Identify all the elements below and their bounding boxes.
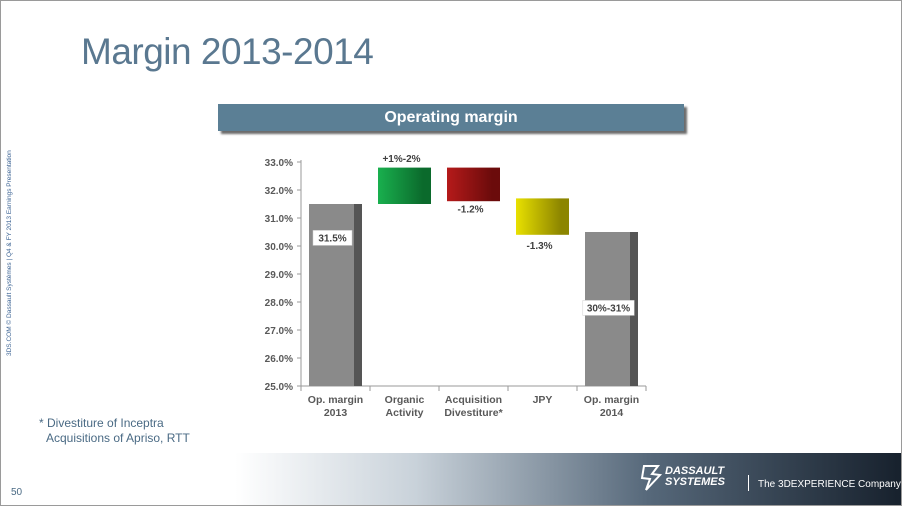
chart-title: Operating margin [218, 104, 684, 131]
bar-value-label: +1%-2% [382, 154, 420, 165]
footnote: * Divestiture of Inceptra Acquisitions o… [39, 416, 190, 446]
bar [447, 167, 492, 202]
x-category-label-line2: Divestiture* [444, 407, 503, 419]
y-tick-label: 31.0% [265, 214, 293, 225]
footer-band [1, 453, 901, 505]
tagline: The 3DEXPERIENCE Company [758, 479, 901, 490]
y-tick-label: 29.0% [265, 270, 293, 281]
waterfall-chart: 33.0% 32.0% 31.0% 30.0% 29.0% 28.0% 27.0% 26.0%… [265, 154, 647, 419]
footnote-line-1: * Divestiture of Inceptra [39, 416, 164, 430]
x-category-label: Organic [385, 394, 425, 406]
bar [378, 167, 423, 204]
page-number: 50 [11, 487, 23, 498]
bar-shade [423, 167, 431, 204]
brand-name: DASSAULT SYSTEMES [665, 466, 725, 488]
y-tick-label: 28.0% [265, 298, 293, 309]
bar-shade [492, 167, 500, 202]
brand-line-1: DASSAULT [665, 465, 725, 477]
footnote-line-2: Acquisitions of Apriso, RTT [46, 431, 190, 445]
x-category-label-line2: 2013 [324, 407, 348, 419]
bar [516, 198, 561, 235]
slide-title: Margin 2013-2014 [81, 31, 374, 72]
brand-line-2: SYSTEMES [665, 476, 725, 488]
y-tick-label: 33.0% [265, 158, 293, 169]
x-category-label: Op. margin [308, 394, 363, 406]
y-tick-label: 30.0% [265, 242, 293, 253]
x-category-label: Acquisition [445, 394, 502, 406]
bar-label-box [312, 230, 353, 246]
bar-shade [561, 198, 569, 235]
bar-value-label: -1.3% [526, 241, 552, 252]
dassault-logo-icon [640, 465, 663, 491]
x-category-label-line2: Activity [386, 407, 424, 419]
y-tick-label: 32.0% [265, 186, 293, 197]
bar-value-label: 31.5% [318, 233, 346, 244]
y-tick-label: 25.0% [265, 382, 293, 393]
x-category-label: Op. margin [584, 394, 639, 406]
x-category-label-line2: 2014 [600, 407, 624, 419]
bar-shade [354, 204, 362, 386]
brand-divider [748, 475, 749, 491]
bar-label-box [582, 300, 635, 316]
bar-value-label: -1.2% [457, 204, 483, 215]
y-tick-label: 27.0% [265, 326, 293, 337]
bar-value-label: 30%-31% [587, 303, 630, 314]
y-tick-label: 26.0% [265, 354, 293, 365]
x-category-label: JPY [533, 394, 553, 406]
